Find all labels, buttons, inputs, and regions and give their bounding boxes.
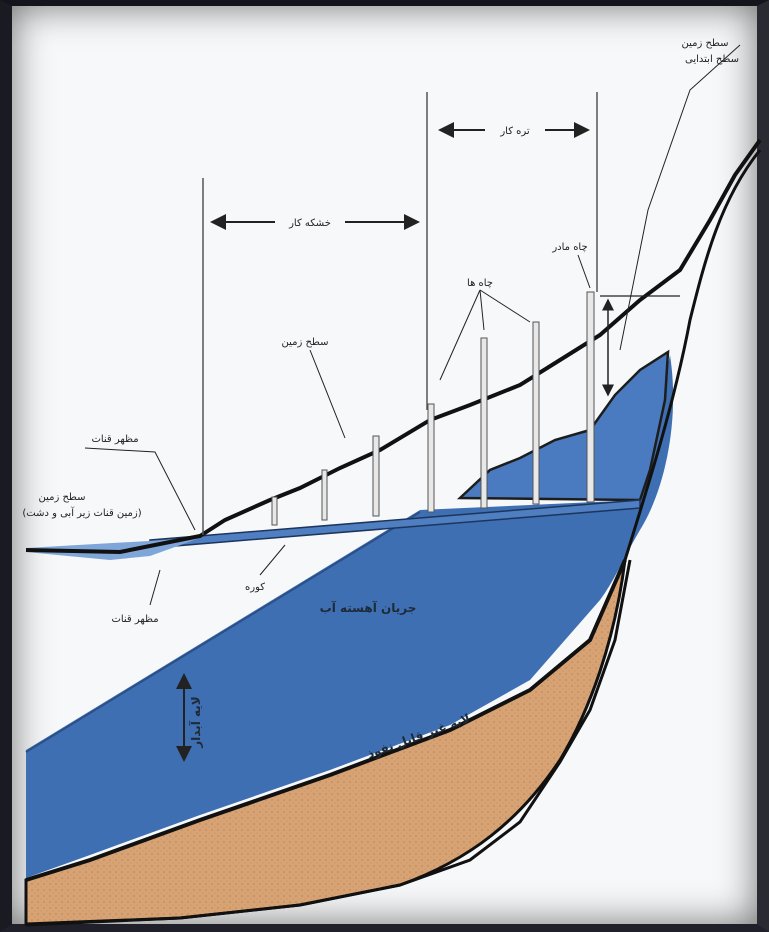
label-mother-well: چاه مادر [551, 242, 587, 253]
well [372, 435, 380, 517]
label-outlet: مظهر قنات [91, 434, 138, 445]
soil-bottom-line [25, 559, 632, 927]
ground-surface-line [25, 138, 762, 555]
leader-outlet [84, 447, 196, 531]
label-outlet-ground-note: (زمین قنات زیر آبی و دشت) [22, 506, 141, 519]
leader-wells [479, 289, 485, 331]
well [321, 469, 328, 521]
leader-qanat-mouth [149, 569, 161, 606]
label-aquifer: لایه آبدار [188, 696, 203, 748]
leader-gallery [259, 544, 286, 576]
leader-ground-surface [309, 349, 346, 439]
label-qanat-mouth: مظهر قنات [111, 614, 158, 625]
leader-mother-well [577, 254, 591, 289]
label-wells: چاه ها [467, 278, 493, 289]
label-initial-ground-surface: سطح زمین [681, 38, 728, 49]
wells-group [271, 291, 595, 526]
aquifer-bottom-line [25, 559, 627, 882]
label-sinkhole-section: خشکه کار [288, 218, 331, 229]
leader-wells [439, 289, 481, 381]
hill-slope-line [623, 149, 762, 561]
label-tunnel-section: تره کار [499, 126, 530, 137]
well [532, 321, 540, 505]
well [427, 403, 435, 513]
water-table-mound [456, 349, 670, 502]
leader-wells [479, 289, 531, 323]
mother-well [586, 291, 595, 503]
label-ground-surface: سطح زمین [281, 337, 328, 348]
label-outlet-ground: سطح زمین [38, 492, 85, 503]
well [480, 337, 488, 509]
aquifer-top-line [25, 511, 421, 753]
leader-initial-ground [619, 44, 741, 351]
label-gallery: کوره [245, 582, 265, 593]
well [271, 496, 278, 526]
label-initial-ground-note: سطح ابتدایی [685, 54, 739, 65]
label-slow-flow: جریان آهسته آب [320, 600, 417, 615]
